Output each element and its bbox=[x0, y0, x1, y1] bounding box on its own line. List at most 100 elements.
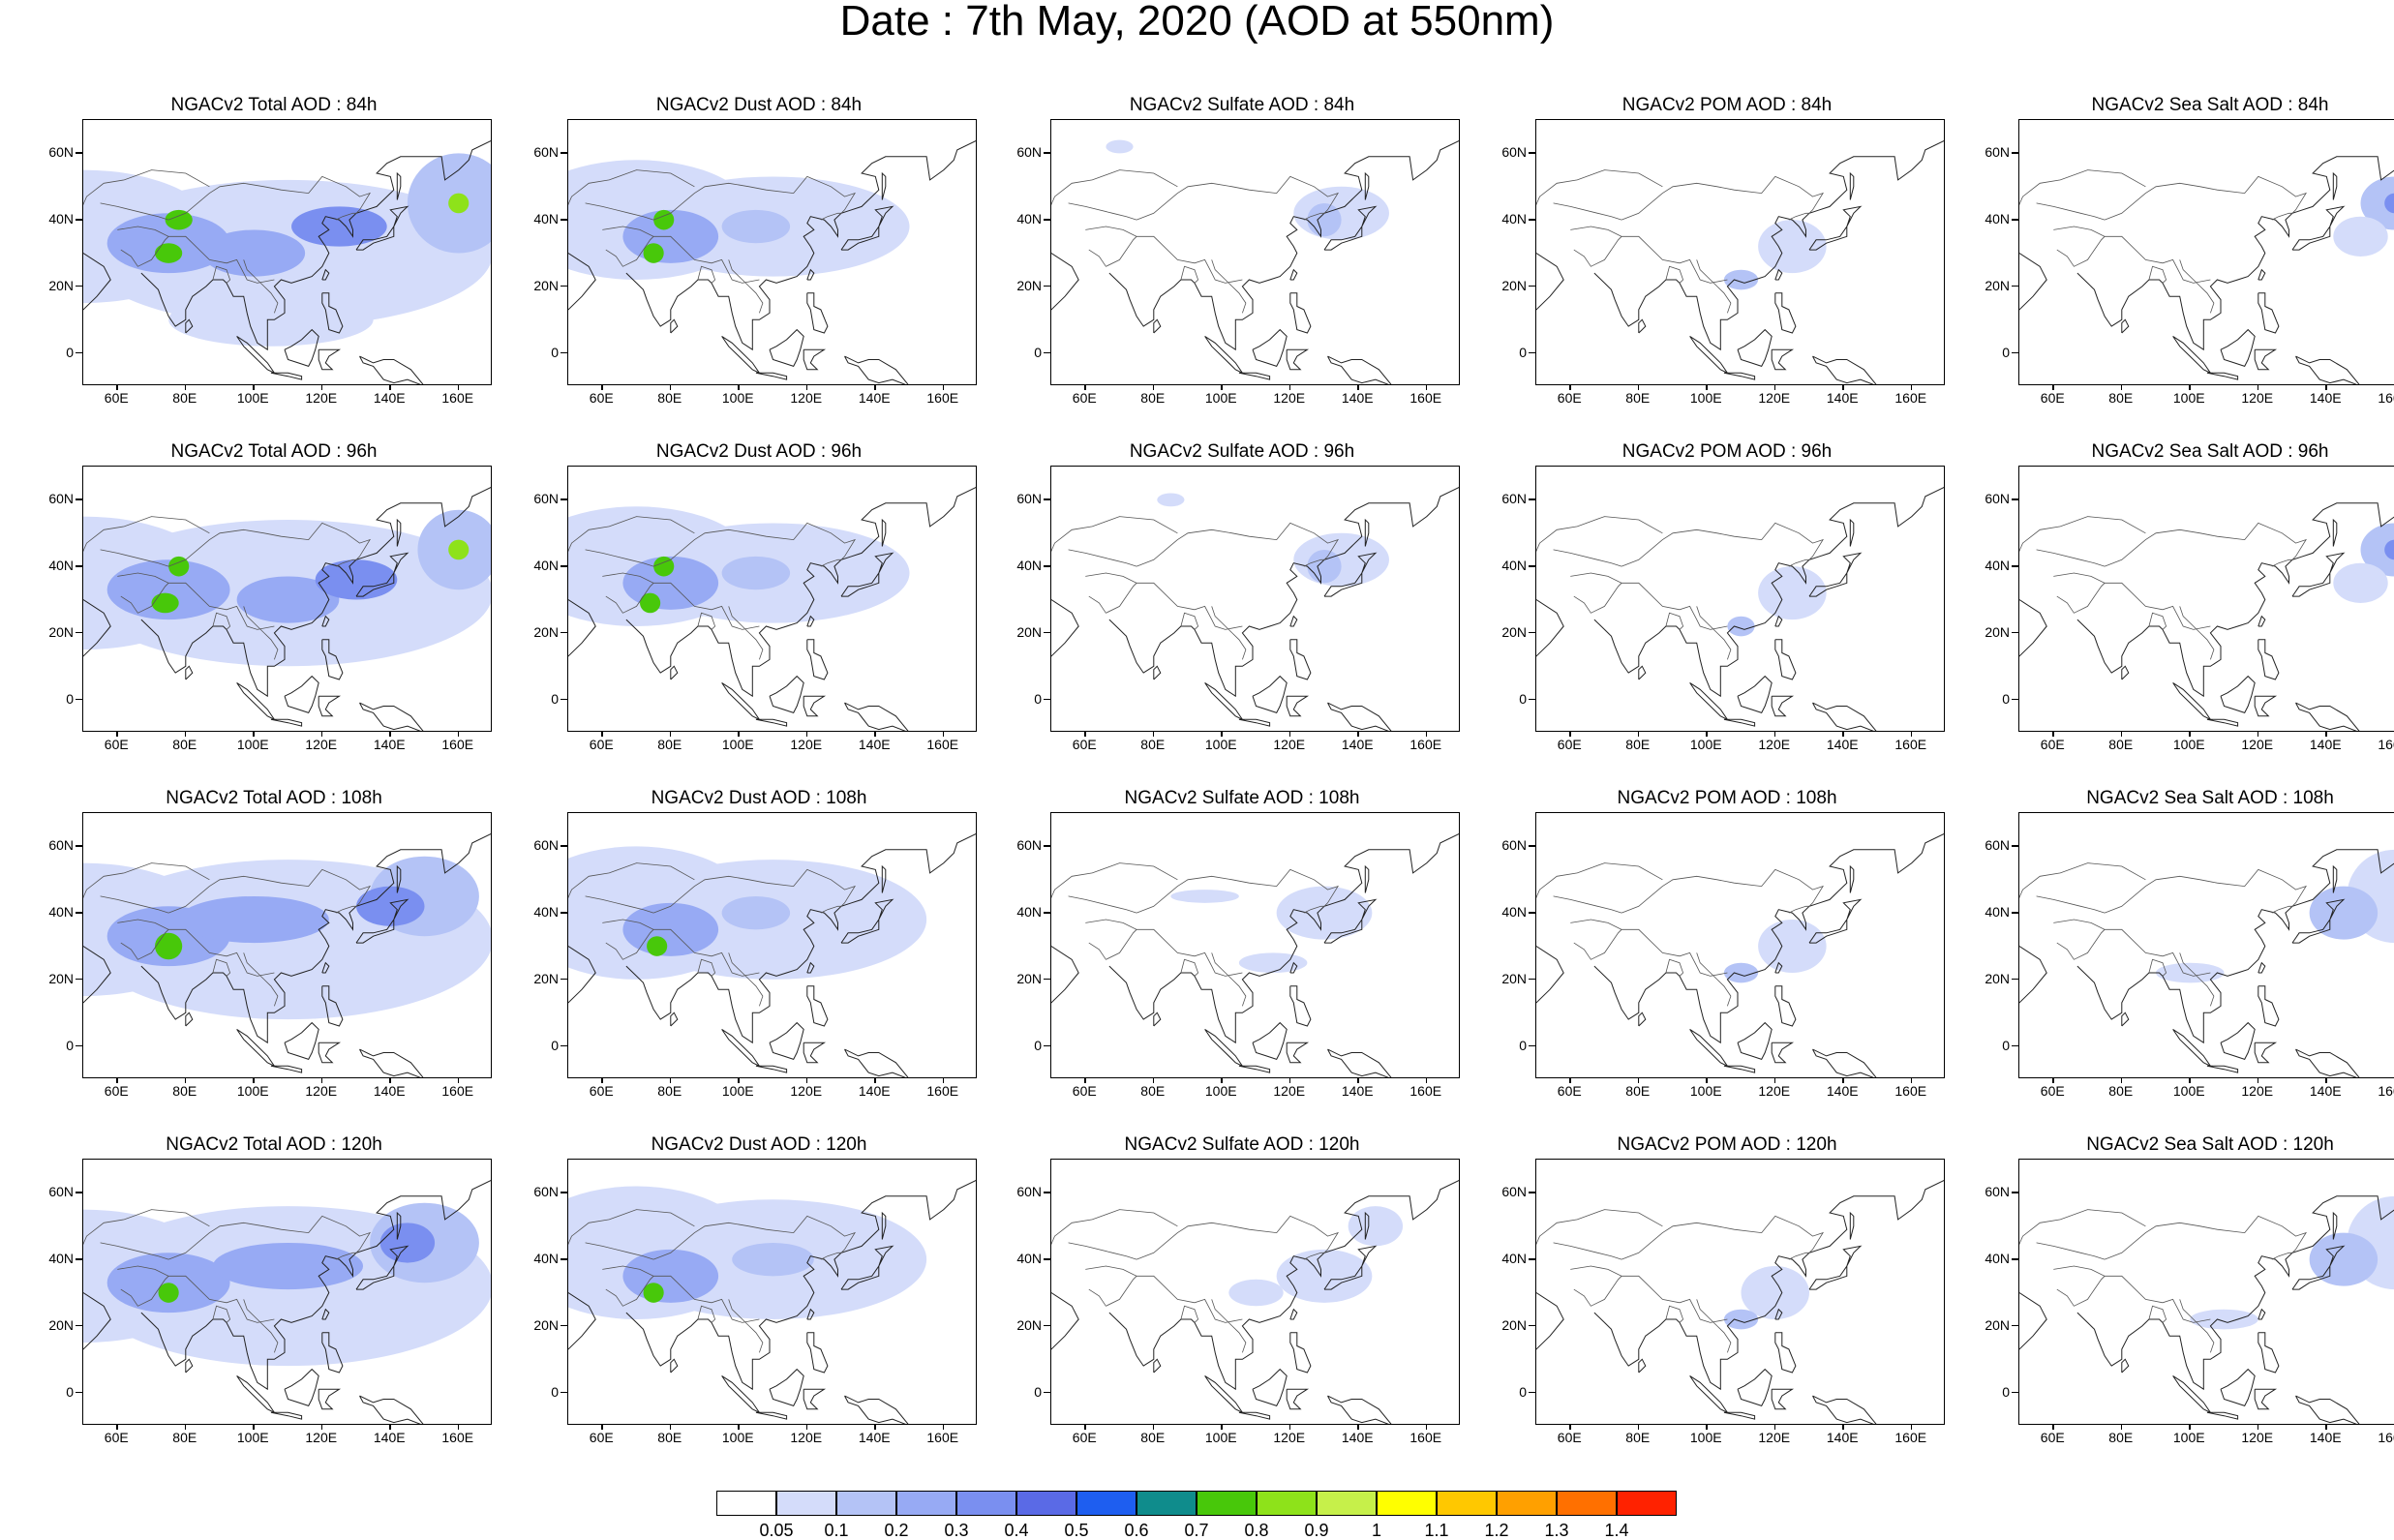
lat-tick bbox=[1529, 219, 1535, 221]
lat-tick-label: 0 bbox=[526, 692, 559, 706]
map-frame bbox=[82, 812, 492, 1078]
lon-tick bbox=[2052, 385, 2054, 390]
coastline bbox=[2258, 617, 2265, 626]
lat-tick bbox=[76, 352, 82, 354]
lon-tick bbox=[2121, 732, 2123, 737]
coastline bbox=[1639, 319, 1646, 333]
lat-tick bbox=[561, 1045, 567, 1047]
country-border bbox=[1089, 236, 1136, 266]
coastline bbox=[2258, 293, 2279, 333]
panel-title: NGACv2 Dust AOD : 84h bbox=[526, 95, 992, 116]
lat-tick bbox=[561, 1392, 567, 1394]
country-border bbox=[1051, 170, 1177, 221]
lat-tick bbox=[76, 912, 82, 914]
aod-map bbox=[1051, 467, 1460, 732]
lon-tick-label: 160E bbox=[2370, 1084, 2394, 1098]
lon-tick bbox=[874, 1078, 876, 1083]
lon-tick-label: 120E bbox=[1750, 1084, 1799, 1098]
country-border bbox=[1536, 863, 1662, 914]
lon-tick-label: 100E bbox=[1682, 1431, 1730, 1444]
coastline bbox=[1775, 986, 1796, 1026]
lon-tick bbox=[1357, 385, 1359, 390]
country-border bbox=[1051, 1210, 1177, 1260]
coastline bbox=[671, 1359, 678, 1373]
lat-tick-label: 60N bbox=[1009, 838, 1042, 852]
lon-tick bbox=[2121, 1078, 2123, 1083]
lon-tick bbox=[1221, 1078, 1223, 1083]
lon-tick-label: 60E bbox=[577, 1431, 625, 1444]
coastline bbox=[2258, 986, 2279, 1026]
colorbar-swatch bbox=[1437, 1491, 1497, 1516]
coastline bbox=[1290, 640, 1311, 679]
country-border bbox=[2037, 550, 2106, 566]
country-border bbox=[2057, 1276, 2105, 1306]
map-frame bbox=[1050, 812, 1460, 1078]
coastline bbox=[1775, 1333, 1796, 1373]
coastline bbox=[2296, 1049, 2361, 1078]
lat-tick bbox=[2012, 1392, 2018, 1394]
country-border bbox=[1666, 959, 1683, 976]
lat-tick bbox=[561, 498, 567, 500]
lat-tick-label: 20N bbox=[1494, 972, 1527, 985]
lon-tick-label: 60E bbox=[577, 1084, 625, 1098]
lon-tick-label: 120E bbox=[2233, 1431, 2282, 1444]
country-border bbox=[2105, 869, 2306, 913]
country-border bbox=[2149, 266, 2167, 283]
coastline bbox=[1239, 1412, 1270, 1419]
country-border bbox=[2105, 1216, 2306, 1259]
coastline bbox=[2173, 682, 2211, 719]
coastline bbox=[2255, 349, 2275, 370]
lon-tick bbox=[185, 1078, 187, 1083]
lon-tick bbox=[2052, 732, 2054, 737]
lon-tick bbox=[1426, 732, 1428, 737]
lon-tick-label: 120E bbox=[1750, 738, 1799, 751]
lon-tick-label: 160E bbox=[2370, 738, 2394, 751]
lon-tick bbox=[458, 732, 460, 737]
coastline bbox=[1205, 1029, 1243, 1066]
lon-tick-label: 160E bbox=[434, 1084, 482, 1098]
lat-tick bbox=[561, 1325, 567, 1327]
aod-plume bbox=[1349, 1206, 1403, 1246]
coastline bbox=[1051, 229, 1078, 313]
lat-tick-label: 0 bbox=[41, 692, 74, 706]
lat-tick-label: 40N bbox=[41, 905, 74, 919]
lon-tick-label: 140E bbox=[1333, 1431, 1381, 1444]
aod-map bbox=[1536, 120, 1945, 385]
lon-tick bbox=[943, 1078, 945, 1083]
country-border bbox=[1181, 613, 1198, 629]
lat-tick-label: 20N bbox=[41, 972, 74, 985]
map-frame bbox=[82, 1159, 492, 1425]
country-border bbox=[1181, 266, 1198, 283]
colorbar-swatch bbox=[1016, 1491, 1076, 1516]
lat-tick bbox=[1529, 699, 1535, 701]
lat-tick bbox=[2012, 1325, 2018, 1327]
lat-tick-label: 60N bbox=[1977, 1185, 2010, 1198]
coastline bbox=[1051, 576, 1078, 659]
country-border bbox=[2037, 1243, 2106, 1259]
panel-title: NGACv2 Sea Salt AOD : 108h bbox=[1977, 788, 2394, 809]
country-border bbox=[2053, 1266, 2210, 1322]
lat-tick bbox=[561, 286, 567, 287]
lon-tick bbox=[458, 1078, 460, 1083]
panel-title: NGACv2 Total AOD : 84h bbox=[41, 95, 507, 116]
coastline bbox=[1724, 1412, 1755, 1419]
lat-tick-label: 40N bbox=[1494, 905, 1527, 919]
lat-tick-label: 40N bbox=[526, 559, 559, 572]
colorbar-label: 0.8 bbox=[1227, 1522, 1286, 1539]
country-border bbox=[2057, 929, 2105, 959]
lat-tick bbox=[76, 219, 82, 221]
colorbar-swatch bbox=[1317, 1491, 1377, 1516]
colorbar-swatch bbox=[716, 1491, 776, 1516]
lon-tick bbox=[943, 1425, 945, 1430]
lon-tick bbox=[1153, 385, 1155, 390]
aod-map bbox=[568, 120, 977, 385]
country-border bbox=[1085, 1266, 1242, 1322]
coastline bbox=[1850, 520, 1854, 547]
coastline bbox=[1239, 1066, 1270, 1072]
lat-tick-label: 20N bbox=[526, 1318, 559, 1332]
coastline bbox=[1287, 1389, 1307, 1409]
